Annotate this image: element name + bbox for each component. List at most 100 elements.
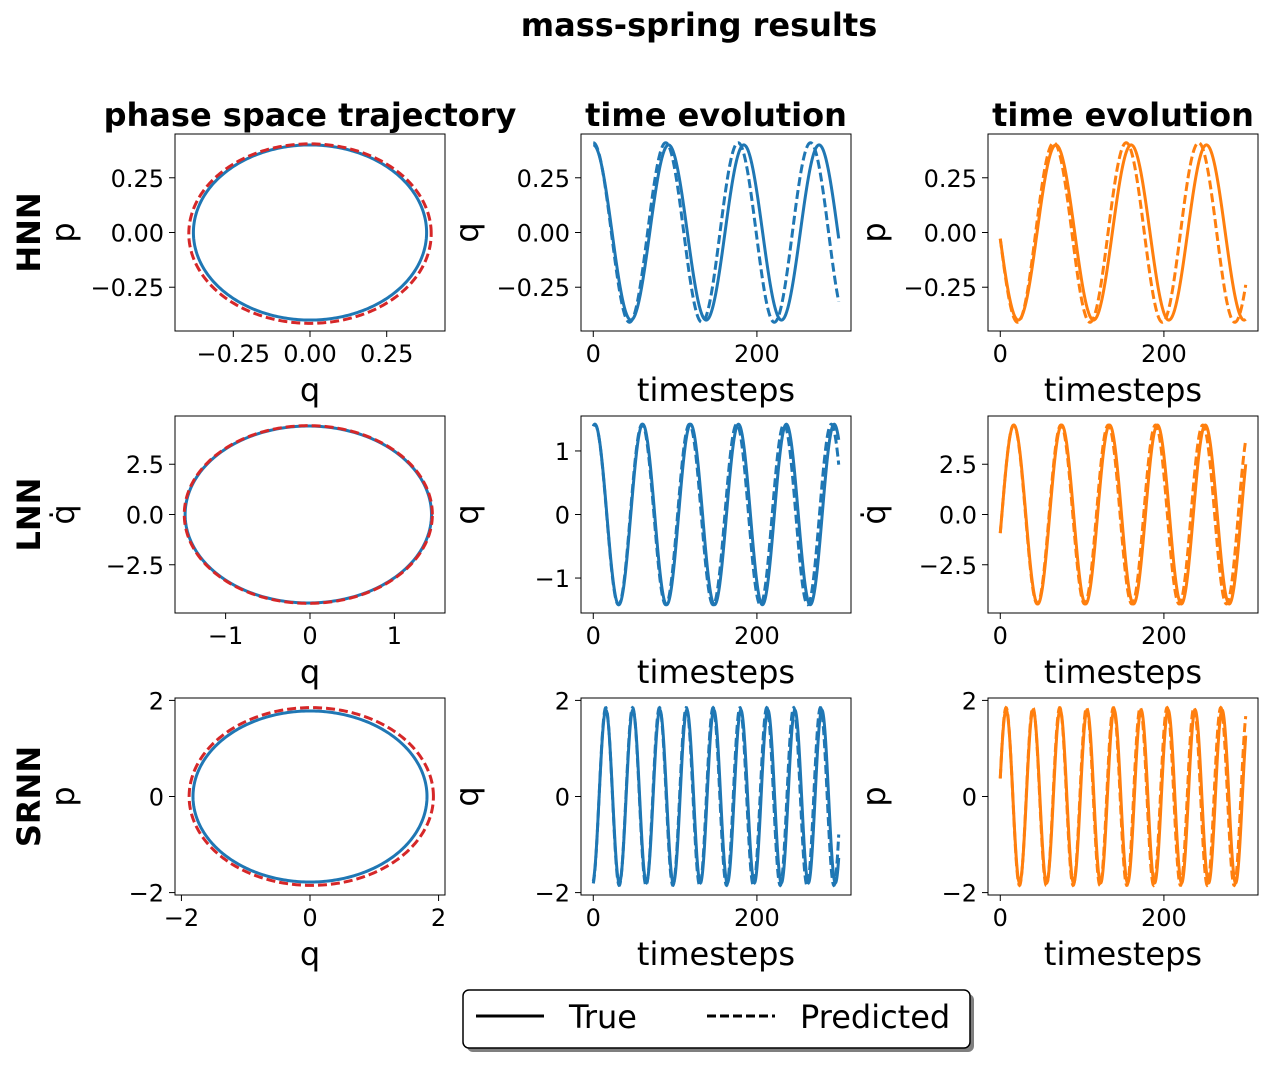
x-tick-label: −2 xyxy=(164,904,199,932)
x-tick-label: 200 xyxy=(1141,340,1187,368)
figure-title: mass-spring results xyxy=(521,6,877,44)
x-tick-label: 0 xyxy=(586,622,601,650)
series-group xyxy=(591,705,841,888)
y-tick-label: −2.5 xyxy=(919,552,977,580)
y-tick-label: 0.25 xyxy=(924,165,977,193)
x-tick-label: −1 xyxy=(208,622,243,650)
x-axis-label: timesteps xyxy=(637,935,795,973)
series-predicted-line xyxy=(187,706,435,887)
series-predicted-line xyxy=(591,705,841,888)
x-tick-label: 200 xyxy=(734,622,780,650)
x-tick-label: 0.25 xyxy=(360,340,413,368)
y-tick-label: 0 xyxy=(555,502,570,530)
axes-frame xyxy=(174,697,446,896)
panel-lnn-qdot: 0 200 −2.5 0.0 2.5 timesteps q̇ xyxy=(855,415,1259,691)
y-tick-label: 0 xyxy=(962,784,977,812)
x-axis-label: timesteps xyxy=(637,653,795,691)
y-axis-label: q̇ xyxy=(855,504,893,524)
panel-hnn-p: 0 200 −0.25 0.00 0.25 timesteps p time evolutio… xyxy=(855,96,1259,409)
series-group xyxy=(593,141,841,324)
x-axis-label: timesteps xyxy=(1044,935,1202,973)
x-tick-label: 0 xyxy=(586,340,601,368)
y-tick-label: 0 xyxy=(149,784,164,812)
panel-lnn-q: 0 200 −1 0 1 timesteps q xyxy=(448,415,852,691)
x-tick-label: 0 xyxy=(993,904,1008,932)
x-axis-label: q xyxy=(300,371,320,409)
x-axis-label: timesteps xyxy=(1044,653,1202,691)
panel-lnn-phase: −1 0 1 −2.5 0.0 2.5 q q̇LNN xyxy=(10,415,446,691)
x-tick-label: 0 xyxy=(993,340,1008,368)
panel-hnn-q: 0 200 −0.25 0.00 0.25 timesteps q time evolutio… xyxy=(448,96,852,409)
y-axis-label: q xyxy=(448,504,486,524)
y-tick-label: 0.00 xyxy=(924,220,977,248)
x-tick-label: 2 xyxy=(431,904,446,932)
panel-title: phase space trajectory xyxy=(104,96,517,134)
series-predicted-line xyxy=(591,422,841,607)
y-tick-label: −2 xyxy=(942,880,977,908)
x-tick-label: 0 xyxy=(302,904,317,932)
legend-box xyxy=(462,989,971,1049)
y-axis-label: p xyxy=(44,786,82,806)
series-predicted-line xyxy=(998,141,1248,324)
axes-frame xyxy=(580,415,852,614)
panel-title: time evolution xyxy=(992,96,1254,134)
y-tick-label: 2 xyxy=(962,687,977,715)
y-tick-label: −0.25 xyxy=(496,274,570,302)
series-group xyxy=(187,706,435,887)
x-tick-label: 1 xyxy=(387,622,402,650)
y-axis-label: p xyxy=(855,222,893,242)
legend-predicted-label: Predicted xyxy=(800,998,950,1036)
legend-true-label: True xyxy=(568,998,637,1036)
series-group xyxy=(182,424,434,605)
row-label: SRNN xyxy=(10,746,48,847)
series-true-line xyxy=(183,424,433,605)
y-tick-label: 2.5 xyxy=(126,451,164,479)
panel-hnn-phase: −0.25 0.00 0.25 −0.25 0.00 0.25 q p phase space … xyxy=(10,96,517,409)
series-predicted-line xyxy=(187,142,433,325)
y-tick-label: −2 xyxy=(129,880,164,908)
y-axis-label: p xyxy=(855,786,893,806)
x-tick-label: 200 xyxy=(1141,904,1187,932)
y-tick-label: 2.5 xyxy=(939,451,977,479)
x-tick-label: 200 xyxy=(734,340,780,368)
series-predicted-line xyxy=(998,705,1248,888)
x-axis-label: timesteps xyxy=(637,371,795,409)
x-axis-label: timesteps xyxy=(1044,371,1202,409)
row-label: HNN xyxy=(10,192,48,272)
y-tick-label: 2 xyxy=(555,687,570,715)
series-group xyxy=(591,422,841,607)
series-true-line xyxy=(591,708,841,885)
y-tick-label: 0.0 xyxy=(126,502,164,530)
y-tick-label: 0.00 xyxy=(111,220,164,248)
series-true-line xyxy=(191,143,429,322)
row-label: LNN xyxy=(10,478,48,552)
y-axis-label: q xyxy=(448,786,486,806)
x-tick-label: 0 xyxy=(993,622,1008,650)
x-tick-label: 0 xyxy=(302,622,317,650)
y-tick-label: 2 xyxy=(149,687,164,715)
series-predicted-line xyxy=(182,424,434,605)
y-tick-label: 0.25 xyxy=(517,165,570,193)
x-tick-label: −0.25 xyxy=(197,340,271,368)
series-group xyxy=(187,142,433,325)
axes-frame xyxy=(174,415,446,614)
y-tick-label: −0.25 xyxy=(90,274,164,302)
y-tick-label: 0 xyxy=(555,784,570,812)
series-true-line xyxy=(998,143,1247,322)
x-tick-label: 200 xyxy=(734,904,780,932)
y-tick-label: −1 xyxy=(535,565,570,593)
axes-frame xyxy=(174,133,446,332)
x-tick-label: 0.00 xyxy=(283,340,336,368)
panel-title: time evolution xyxy=(585,96,847,134)
y-tick-label: 0.00 xyxy=(517,220,570,248)
x-axis-label: q xyxy=(300,653,320,691)
y-axis-label: p xyxy=(44,222,82,242)
legend: True Predicted xyxy=(462,989,974,1052)
y-tick-label: 1 xyxy=(555,438,570,466)
panel-srnn-p: 0 200 −2 0 2 timesteps p xyxy=(855,687,1259,973)
y-axis-label: q̇ xyxy=(44,504,82,524)
x-axis-label: q xyxy=(300,935,320,973)
series-true-line xyxy=(593,143,841,322)
